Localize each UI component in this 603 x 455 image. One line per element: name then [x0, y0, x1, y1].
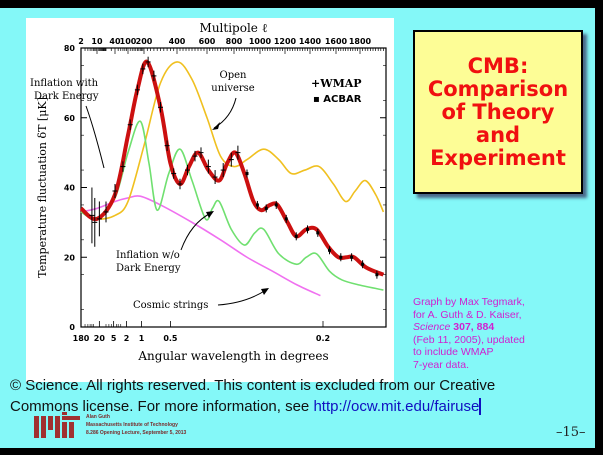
- y-tick-label: 60: [64, 114, 76, 123]
- top-tick-label: 40: [109, 37, 121, 46]
- annotation-cosmic-strings: Cosmic strings: [133, 300, 208, 311]
- x-axis-label: Angular wavelength in degrees: [137, 349, 328, 363]
- top-tick-label: 2: [78, 37, 84, 46]
- credit-line: Graph by Max Tegmark,: [413, 296, 525, 308]
- legend-acbar: ▪ ACBAR: [313, 94, 362, 105]
- annotation-arrow: [213, 97, 237, 129]
- copyright-line: © Science. All rights reserved. This con…: [10, 377, 496, 394]
- page-number: –15–: [556, 425, 586, 440]
- title-line: and: [475, 122, 521, 147]
- series-line-cosmic-strings: [80, 195, 321, 297]
- credit-journal: Science: [413, 321, 451, 334]
- annotation-arrow: [217, 289, 267, 306]
- annotation-inflation-no-de: Inflation w/o: [116, 250, 180, 261]
- acbar-point: [350, 255, 354, 259]
- y-tick-label: 80: [64, 44, 76, 53]
- annotation-inflation-de: Dark Energy: [34, 91, 99, 102]
- top-tick-label: 600: [199, 37, 216, 46]
- acbar-point: [361, 262, 365, 266]
- graph-credit: Graph by Max Tegmark, for A. Guth & D. K…: [413, 296, 525, 372]
- top-tick-label: 1800: [349, 37, 372, 46]
- chart-svg: 2 10 40 100 200 400 600 800 1000 1200 1400 1600 1800…: [30, 21, 387, 363]
- footer-info: Alan Guth Massachusetts Institute of Tec…: [86, 413, 186, 437]
- title-box: CMB: Comparison of Theory and Experiment: [413, 30, 583, 194]
- arrow-head-icon: [206, 211, 214, 218]
- credit-volume: 307, 884: [453, 321, 495, 334]
- annotation-arrow: [85, 105, 105, 169]
- series-line-inflation-w-o-dark-energy: [80, 120, 384, 291]
- acbar-point: [284, 217, 288, 221]
- top-tick-label: 100: [120, 37, 137, 46]
- footer-lecture: 8.286 Opening Lecture, September 5, 2013: [86, 430, 187, 436]
- top-tick-label: 1400: [299, 37, 322, 46]
- top-tick-label: 1000: [249, 37, 272, 46]
- acbar-point: [316, 231, 320, 235]
- top-tick-label: 1600: [325, 37, 348, 46]
- footer-institution: Massachusetts Institute of Technology: [86, 422, 178, 428]
- copyright-notice: © Science. All rights reserved. This con…: [10, 375, 495, 417]
- top-tick-label: 800: [226, 37, 243, 46]
- annotation-inflation-de: Inflation with: [30, 78, 99, 89]
- acbar-point: [339, 255, 343, 259]
- bottom-tick-label: 5: [111, 334, 117, 343]
- series-line-open-universe: [80, 61, 385, 220]
- acbar-point: [294, 234, 298, 238]
- top-tick-label: 400: [169, 37, 186, 46]
- bottom-tick-label: 1: [139, 334, 145, 343]
- arrow-head-icon: [261, 288, 269, 295]
- acbar-point: [375, 273, 379, 277]
- acbar-point: [245, 172, 249, 176]
- acbar-point: [255, 203, 259, 207]
- top-tick-label: 200: [136, 37, 153, 46]
- acbar-point: [264, 206, 268, 210]
- fairuse-link[interactable]: http://ocw.mit.edu/fairuse: [313, 398, 482, 415]
- title-line: Comparison: [427, 76, 569, 101]
- title-line: Experiment: [430, 145, 566, 170]
- credit-line: (Feb 11, 2005), updated: [413, 333, 525, 346]
- annotation-inflation-no-de: Dark Energy: [116, 263, 181, 274]
- y-axis-label: Temperature fluctuation δT [μK]: [36, 97, 49, 278]
- mit-logo: [34, 412, 80, 438]
- title-line: CMB:: [467, 53, 529, 78]
- credit-line: to include WMAP: [413, 346, 494, 359]
- footer-author: Alan Guth: [86, 414, 110, 420]
- top-tick-label: 1200: [274, 37, 297, 46]
- title-line: of Theory: [441, 99, 555, 124]
- chart-title: Multipole ℓ: [200, 21, 268, 35]
- top-tick-label: 10: [91, 37, 103, 46]
- y-tick-label: 40: [64, 184, 76, 193]
- acbar-point: [306, 227, 309, 231]
- credit-line: for A. Guth & D. Kaiser,: [413, 308, 522, 321]
- acbar-point: [274, 203, 278, 207]
- bottom-tick-label: 0.5: [163, 334, 178, 343]
- cmb-chart: 2 10 40 100 200 400 600 800 1000 1200 1400 1600 1800…: [26, 18, 394, 382]
- bottom-tick-label: 2: [124, 334, 130, 343]
- acbar-point: [328, 248, 331, 252]
- slide-title: CMB: Comparison of Theory and Experiment: [427, 53, 569, 170]
- y-tick-label: 0: [69, 323, 75, 332]
- bottom-tick-label: 180: [73, 334, 90, 343]
- copyright-line: Commons license. For more information, s…: [10, 398, 314, 415]
- slide: 2 10 40 100 200 400 600 800 1000 1200 1400 1600 1800…: [0, 8, 595, 448]
- credit-line: 7-year data.: [413, 358, 470, 371]
- y-tick-label: 20: [64, 253, 76, 262]
- legend-wmap: +WMAP: [311, 77, 362, 90]
- annotation-open: Open: [220, 70, 248, 81]
- bottom-tick-label: 20: [94, 334, 106, 343]
- annotation-open: universe: [211, 83, 255, 94]
- arrow-head-icon: [212, 122, 220, 130]
- bottom-tick-label: 0.2: [316, 334, 330, 343]
